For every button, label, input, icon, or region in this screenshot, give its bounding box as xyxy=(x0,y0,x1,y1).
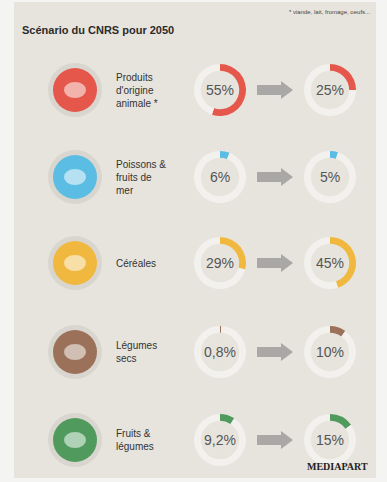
svg-text:55%: 55% xyxy=(206,82,234,98)
svg-text:0,8%: 0,8% xyxy=(204,344,236,360)
svg-text:Céréales: Céréales xyxy=(116,258,156,269)
svg-text:* viande, lait, fromage, oeufs: * viande, lait, fromage, oeufs... xyxy=(289,9,370,15)
svg-text:Poissons &fruits demer: Poissons &fruits demer xyxy=(116,159,166,196)
svg-text:9,2%: 9,2% xyxy=(204,432,236,448)
svg-text:Légumessecs: Légumessecs xyxy=(116,340,157,364)
svg-text:45%: 45% xyxy=(316,255,344,271)
svg-text:Fruits &légumes: Fruits &légumes xyxy=(116,428,154,452)
svg-text:6%: 6% xyxy=(210,169,230,185)
svg-text:10%: 10% xyxy=(316,344,344,360)
svg-text:29%: 29% xyxy=(206,255,234,271)
svg-text:15%: 15% xyxy=(316,432,344,448)
svg-text:Scénario du CNRS pour 2050: Scénario du CNRS pour 2050 xyxy=(22,24,174,36)
svg-text:5%: 5% xyxy=(320,169,340,185)
svg-text:MEDIAPART: MEDIAPART xyxy=(307,461,368,472)
svg-text:25%: 25% xyxy=(316,82,344,98)
svg-text:Produitsd'origineanimale *: Produitsd'origineanimale * xyxy=(116,72,158,109)
